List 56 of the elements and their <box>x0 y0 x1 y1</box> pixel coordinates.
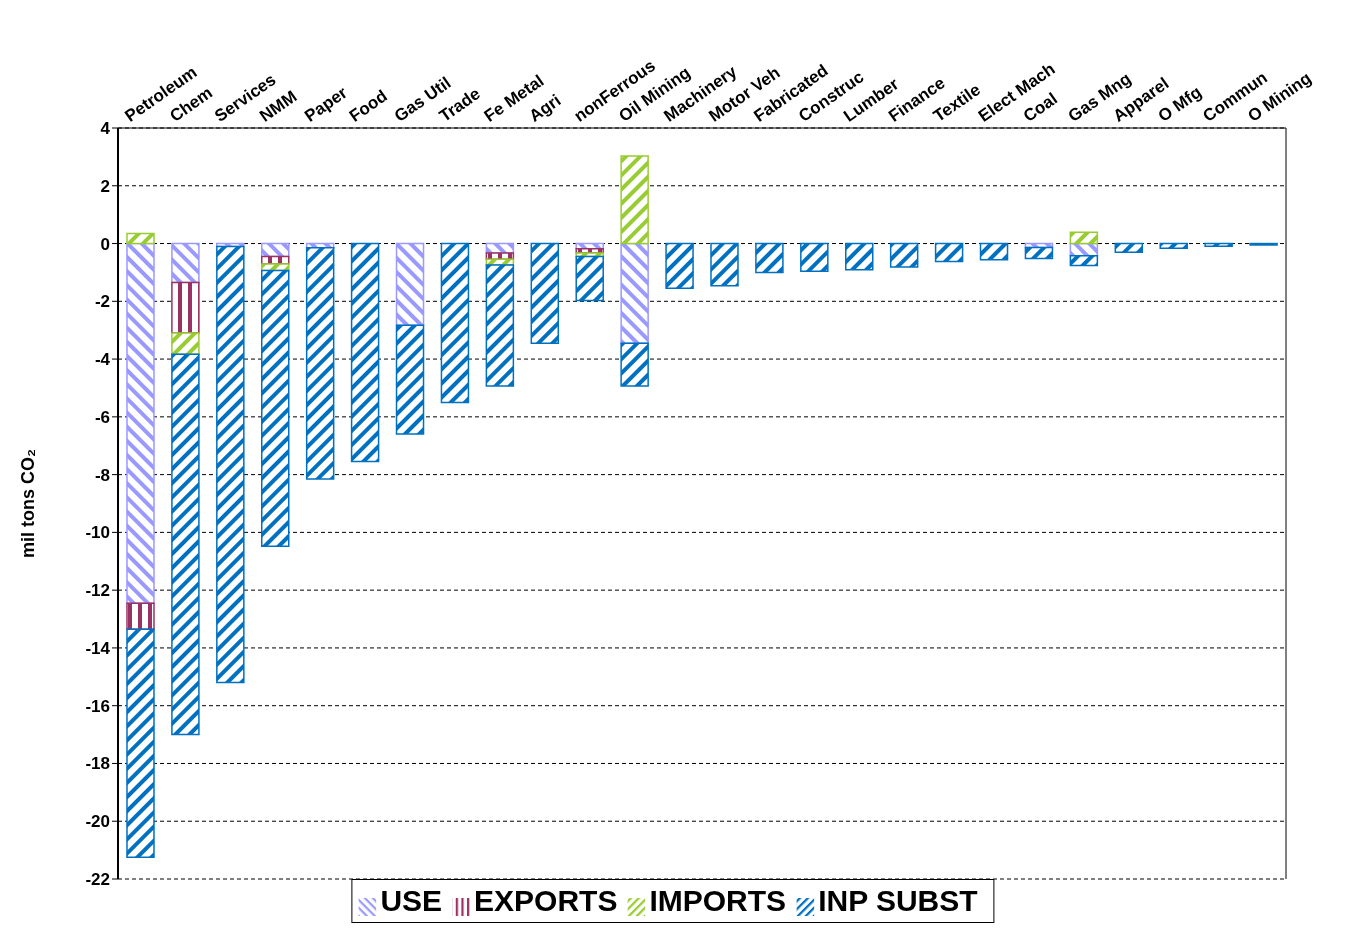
bar <box>800 242 829 273</box>
y-tick-label: -10 <box>85 523 110 543</box>
bar <box>350 242 380 463</box>
y-tick-label: -20 <box>85 812 110 832</box>
bar <box>440 242 470 404</box>
y-tick-label: -14 <box>85 638 111 658</box>
bar <box>261 269 290 547</box>
y-tick-label: 0 <box>100 234 110 254</box>
bar <box>126 242 155 604</box>
legend-label: EXPORTS <box>474 884 618 917</box>
bar <box>1204 242 1233 247</box>
bar <box>261 263 290 272</box>
bar <box>485 264 515 387</box>
bar <box>575 255 604 302</box>
bar <box>216 245 245 684</box>
bar <box>171 281 200 334</box>
y-tick-label: 2 <box>100 176 110 196</box>
bar <box>710 242 739 287</box>
bar <box>934 242 964 263</box>
bar <box>126 628 155 859</box>
bar <box>1069 231 1099 245</box>
y-tick-label: -2 <box>94 292 110 312</box>
bar <box>395 242 425 327</box>
bar <box>171 242 200 284</box>
bar <box>395 324 425 435</box>
bar <box>126 232 155 245</box>
legend-label: INP SUBST <box>818 884 978 917</box>
y-tick-label: -16 <box>85 696 110 716</box>
bar <box>620 242 649 344</box>
y-axis-title: mil tons CO₂ <box>18 448 39 559</box>
bar <box>1114 242 1144 253</box>
y-tick-label: 4 <box>100 119 111 139</box>
bar <box>755 242 784 274</box>
y-tick-label: -22 <box>85 870 110 890</box>
bar <box>620 155 649 245</box>
legend-label: USE <box>380 884 443 917</box>
bar <box>261 242 290 258</box>
y-tick-label: -6 <box>94 407 110 427</box>
y-tick-label: -12 <box>85 581 110 601</box>
bar <box>1069 254 1099 267</box>
y-tick-label: -18 <box>85 754 110 774</box>
legend-label: IMPORTS <box>649 884 787 917</box>
bar <box>171 353 200 736</box>
bar <box>171 332 200 355</box>
bar <box>530 242 560 344</box>
bar <box>1024 246 1054 260</box>
y-tick-label: -4 <box>94 350 111 370</box>
bar <box>620 342 649 387</box>
bar <box>889 242 919 268</box>
bar <box>126 602 155 630</box>
bar <box>979 242 1009 261</box>
bar <box>845 242 874 271</box>
bar <box>305 247 335 480</box>
bar <box>665 242 694 290</box>
bar <box>1159 242 1188 249</box>
y-tick-label: -8 <box>94 465 110 485</box>
